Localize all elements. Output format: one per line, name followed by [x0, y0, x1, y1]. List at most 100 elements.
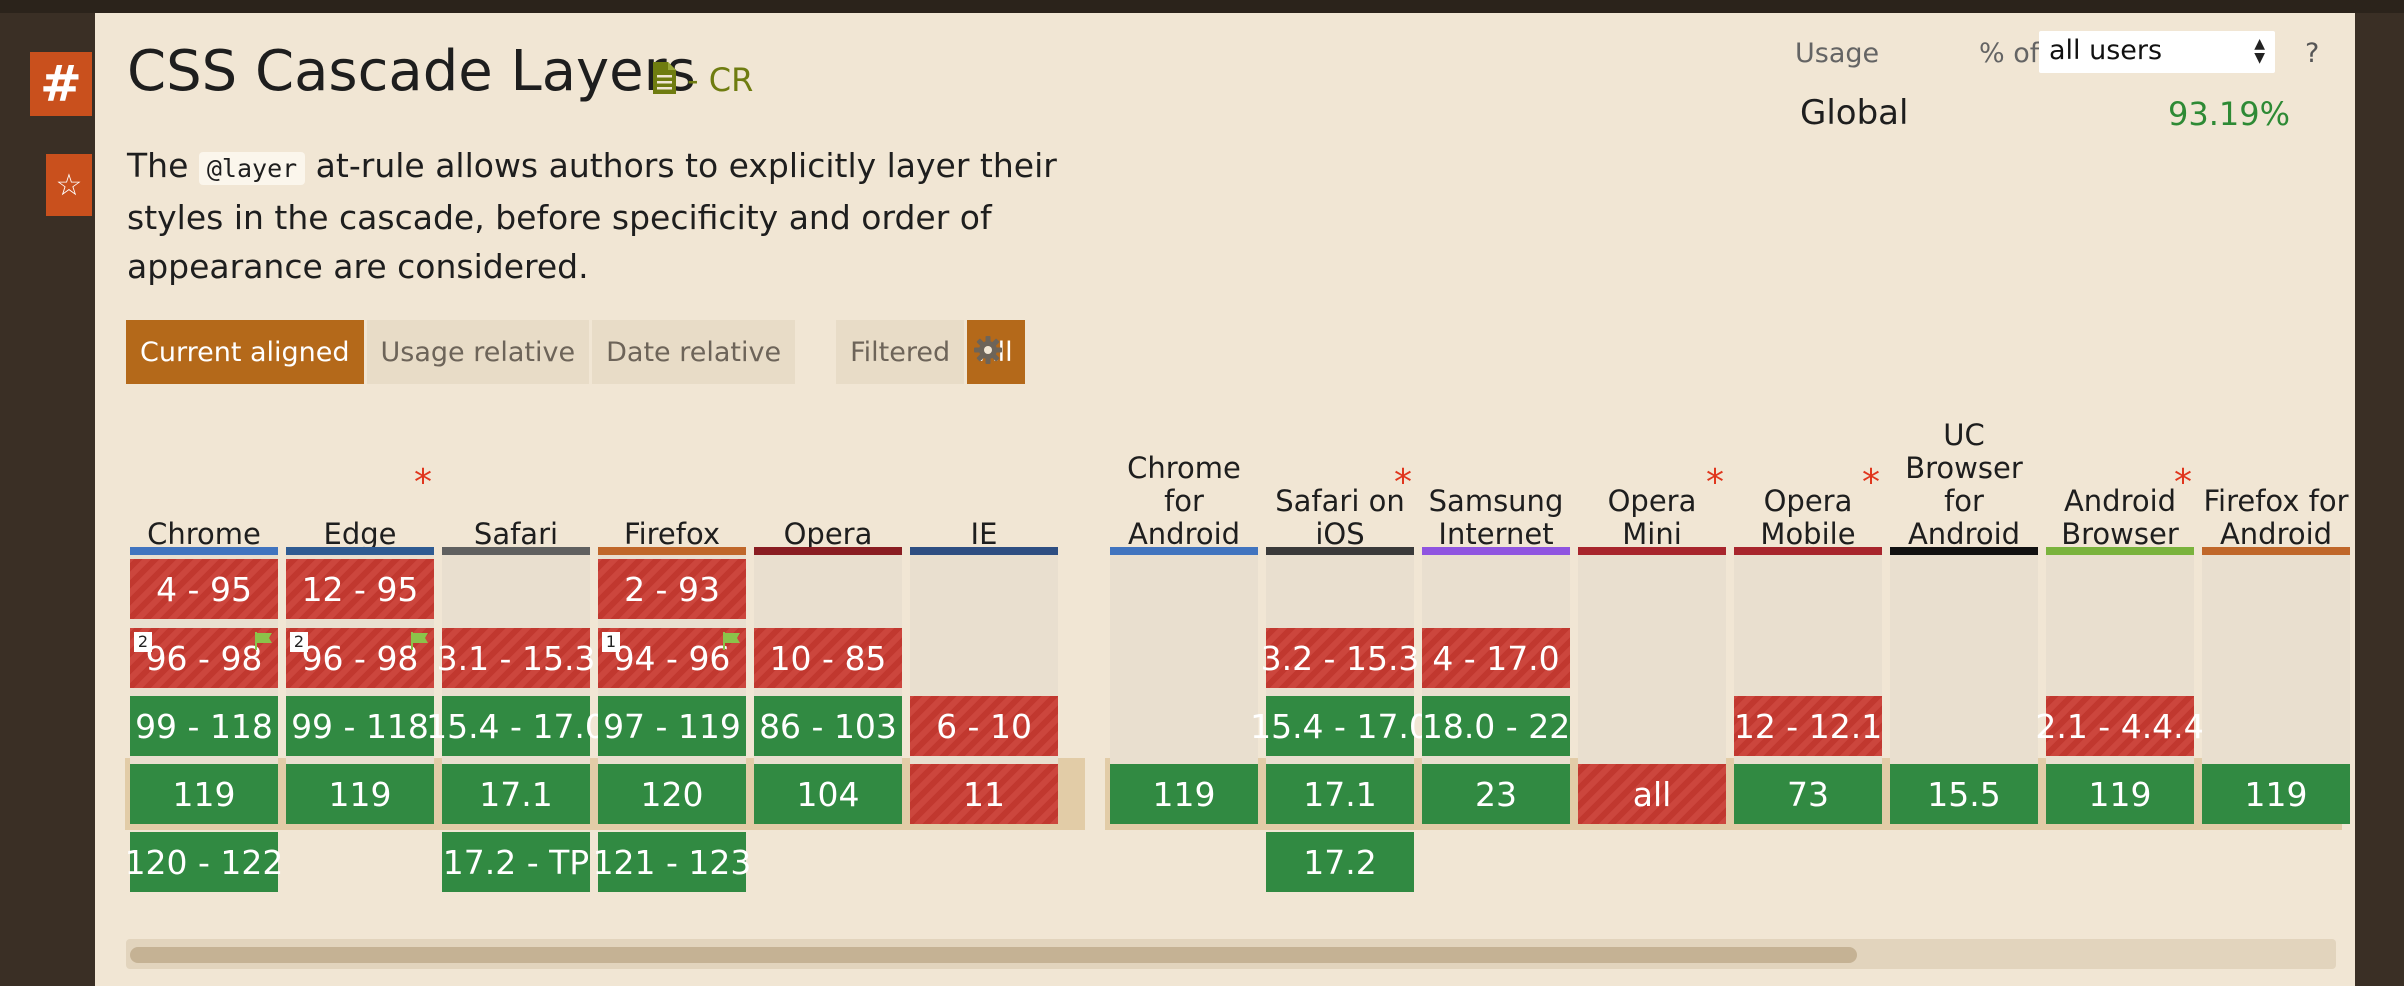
supported-version-cell[interactable]: 15.4 - 17.0: [1250, 696, 1430, 756]
browser-header-safari[interactable]: Safari: [473, 517, 559, 551]
supported-version-cell[interactable]: 73: [1734, 764, 1882, 824]
browser-header-ie[interactable]: IE: [970, 517, 998, 551]
unsupported-version-cell[interactable]: all: [1578, 764, 1726, 824]
version-range: 23: [1475, 774, 1517, 814]
unsupported-version-cell[interactable]: 94 - 96 1: [598, 628, 746, 688]
browser-color-bar: [286, 547, 434, 555]
unsupported-version-cell[interactable]: 11: [910, 764, 1058, 824]
version-range: 17.2: [1303, 842, 1377, 882]
unsupported-version-cell[interactable]: 2.1 - 4.4.4: [2035, 696, 2205, 756]
spec-status[interactable]: - CR: [687, 61, 754, 99]
browser-color-bar: [1422, 547, 1570, 555]
tab-filtered[interactable]: Filtered: [836, 320, 965, 384]
supported-version-cell[interactable]: 120: [598, 764, 746, 824]
flag-icon: [255, 632, 272, 650]
unsupported-version-cell[interactable]: 12 - 95: [286, 559, 434, 619]
supported-version-cell[interactable]: 119: [2202, 764, 2350, 824]
unsupported-version-cell[interactable]: 3.1 - 15.3: [437, 628, 595, 688]
version-range: 120 - 122: [124, 842, 284, 882]
version-range: 12 - 12.1: [1733, 706, 1883, 746]
supported-version-cell[interactable]: 99 - 118: [286, 696, 434, 756]
browser-header-opera[interactable]: Opera: [783, 517, 873, 551]
version-range: 99 - 118: [135, 706, 273, 746]
browser-color-bar: [2202, 547, 2350, 555]
browser-color-bar: [1266, 547, 1414, 555]
unsupported-version-cell[interactable]: 10 - 85: [754, 628, 902, 688]
browser-header-firefox[interactable]: Firefox: [624, 517, 720, 551]
scrollbar-thumb[interactable]: [130, 947, 1857, 963]
browser-header-edge[interactable]: Edge: [323, 517, 397, 551]
supported-version-cell[interactable]: 17.2 - TP: [442, 832, 590, 892]
supported-version-cell[interactable]: 119: [130, 764, 278, 824]
unsupported-version-cell[interactable]: 4 - 17.0: [1422, 628, 1570, 688]
supported-version-cell[interactable]: 86 - 103: [754, 696, 902, 756]
version-range: 17.1: [479, 774, 553, 814]
browser-header-opera-mobile[interactable]: Opera Mobile: [1760, 484, 1856, 551]
usage-scope-select[interactable]: all users ▲ ▼: [2039, 31, 2275, 73]
note-badge[interactable]: 2: [134, 632, 152, 652]
spec-document-icon[interactable]: [651, 61, 677, 95]
version-range: 119: [2088, 774, 2152, 814]
global-usage-label: Global: [1800, 93, 1909, 133]
hash-anchor-link[interactable]: #: [30, 52, 92, 116]
note-badge[interactable]: 1: [602, 632, 620, 652]
description-code: @layer: [198, 152, 306, 185]
supported-version-cell[interactable]: 17.2: [1266, 832, 1414, 892]
browser-header-samsung-internet[interactable]: Samsung Internet: [1428, 484, 1564, 551]
unsupported-version-cell[interactable]: 2 - 93: [598, 559, 746, 619]
browser-header-firefox-for-android[interactable]: Firefox for Android: [2203, 484, 2349, 551]
version-range: 17.2 - TP: [442, 842, 590, 882]
version-range: 119: [328, 774, 392, 814]
top-strip: [0, 0, 2404, 13]
browser-header-android-browser[interactable]: Android Browser: [2061, 484, 2179, 551]
supported-version-cell[interactable]: 119: [1110, 764, 1258, 824]
bookmark-star-button[interactable]: ☆: [46, 154, 92, 216]
unsupported-version-cell[interactable]: 12 - 12.1: [1734, 696, 1882, 756]
unsupported-version-cell[interactable]: 96 - 98 2: [286, 628, 434, 688]
flag-icon: [411, 632, 428, 650]
unsupported-version-cell[interactable]: 4 - 95: [130, 559, 278, 619]
browser-header-safari-on-ios[interactable]: Safari on iOS: [1275, 484, 1405, 551]
supported-version-cell[interactable]: 15.4 - 17.0: [426, 696, 606, 756]
unsupported-version-cell[interactable]: 6 - 10: [910, 696, 1058, 756]
version-range: 10 - 85: [769, 638, 887, 678]
supported-version-cell[interactable]: 121 - 123: [593, 832, 751, 892]
unsupported-version-cell[interactable]: 96 - 98 2: [130, 628, 278, 688]
supported-version-cell[interactable]: 17.1: [1266, 764, 1414, 824]
version-range: all: [1632, 774, 1672, 814]
supported-version-cell[interactable]: 120 - 122: [125, 832, 283, 892]
supported-version-cell[interactable]: 119: [286, 764, 434, 824]
version-range: 73: [1787, 774, 1829, 814]
usage-scope-value: all users: [2049, 35, 2163, 66]
partial-support-asterisk: *: [1706, 462, 1724, 503]
note-badge[interactable]: 2: [290, 632, 308, 652]
horizontal-scrollbar[interactable]: [126, 939, 2336, 969]
gear-icon[interactable]: [972, 334, 1004, 366]
supported-version-cell[interactable]: 99 - 118: [130, 696, 278, 756]
tab-usage-relative[interactable]: Usage relative: [366, 320, 590, 384]
browser-header-chrome[interactable]: Chrome: [147, 517, 261, 551]
feature-title: CSS Cascade Layers: [127, 39, 696, 104]
browser-header-uc-browser-for-android[interactable]: UC Browser for Android: [1905, 418, 2023, 551]
version-range: 119: [2244, 774, 2308, 814]
browser-color-bar: [1110, 547, 1258, 555]
browser-header-opera-mini[interactable]: Opera Mini: [1607, 484, 1697, 551]
browser-color-bar: [754, 547, 902, 555]
browser-color-bar: [1890, 547, 2038, 555]
supported-version-cell[interactable]: 97 - 119: [598, 696, 746, 756]
supported-version-cell[interactable]: 23: [1422, 764, 1570, 824]
browser-header-chrome-for-android[interactable]: Chrome for Android: [1127, 451, 1241, 551]
supported-version-cell[interactable]: 17.1: [442, 764, 590, 824]
tab-date-relative[interactable]: Date relative: [592, 320, 796, 384]
version-range: 11: [963, 774, 1005, 814]
supported-version-cell[interactable]: 18.0 - 22: [1422, 696, 1570, 756]
supported-version-cell[interactable]: 104: [754, 764, 902, 824]
browser-color-bar: [1578, 547, 1726, 555]
global-usage-value: 93.19%: [2168, 95, 2291, 133]
usage-help-link[interactable]: ?: [2305, 38, 2320, 69]
tab-current-aligned[interactable]: Current aligned: [126, 320, 364, 384]
supported-version-cell[interactable]: 15.5: [1890, 764, 2038, 824]
unsupported-version-cell[interactable]: 3.2 - 15.3: [1261, 628, 1419, 688]
supported-version-cell[interactable]: 119: [2046, 764, 2194, 824]
version-range: 86 - 103: [759, 706, 897, 746]
